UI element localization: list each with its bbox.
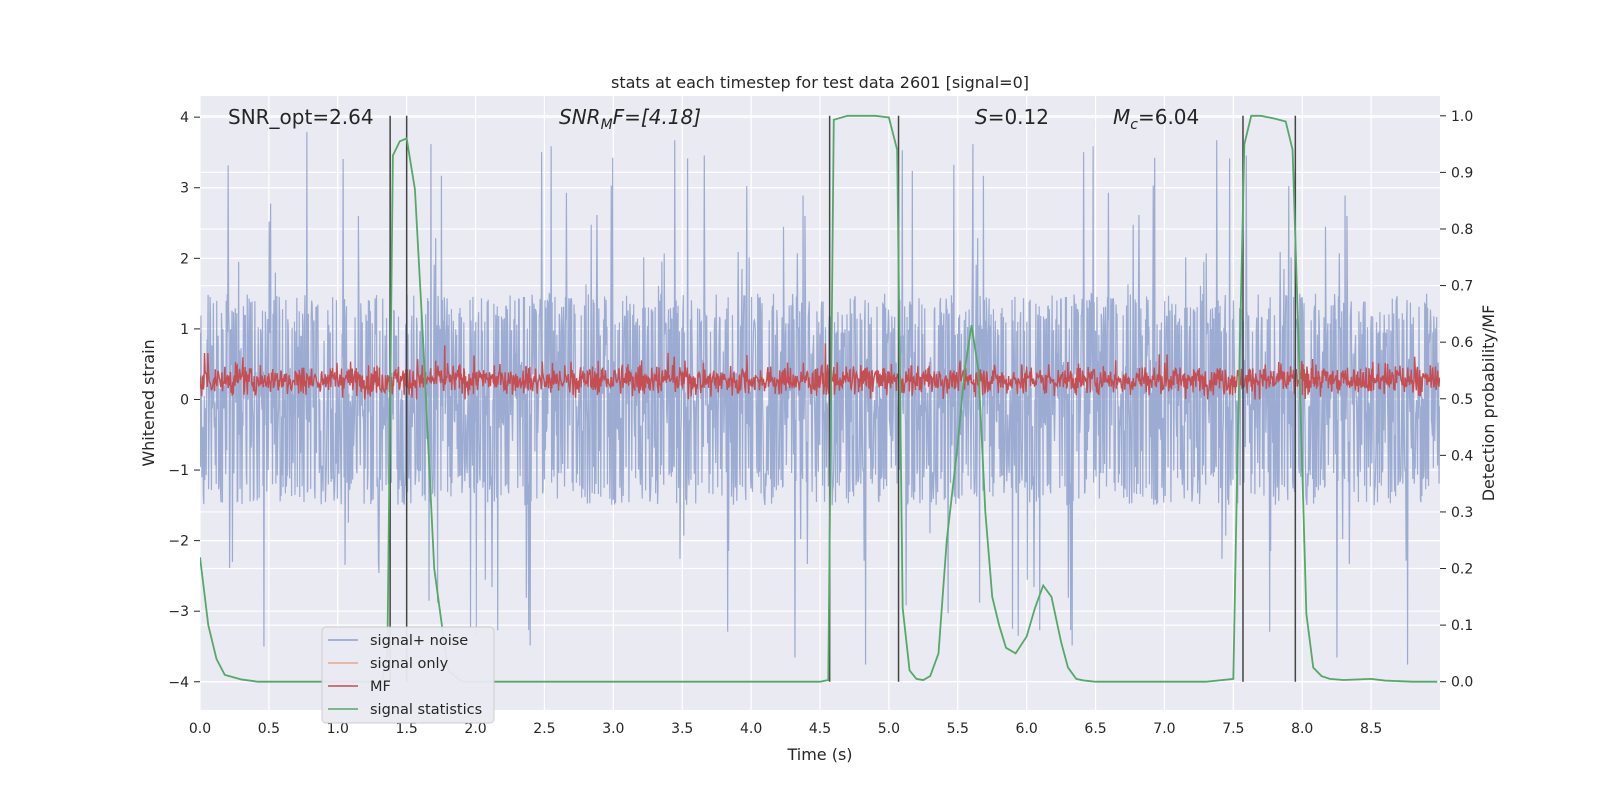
- y-left-tick-label: 0: [180, 392, 189, 408]
- y-right-tick-label: 1.0: [1451, 109, 1473, 125]
- x-tick-label: 1.5: [396, 721, 418, 737]
- y-axis-label-right: Detection probability/MF: [1479, 305, 1498, 502]
- y-right-tick-label: 0.4: [1451, 448, 1473, 464]
- legend: signal+ noise signal only MF signal stat…: [321, 626, 495, 724]
- y-right-tick-label: 0.0: [1451, 675, 1473, 691]
- x-tick-label: 4.0: [740, 721, 762, 737]
- annotation-snr-mf-rest: F=[4.18]: [613, 105, 701, 129]
- x-tick-label: 2.0: [464, 721, 486, 737]
- y-right-tick-label: 0.6: [1451, 335, 1473, 351]
- y-left-tick-label: 1: [180, 322, 189, 338]
- x-tick-label: 3.5: [671, 721, 693, 737]
- y-right-tick-label: 0.3: [1451, 505, 1473, 521]
- annotation-mc-main: M: [1113, 105, 1130, 129]
- legend-label-signal-only: signal only: [370, 656, 449, 672]
- legend-label-mf: MF: [370, 679, 391, 695]
- ticks: 0.0 0.5 1.0 1.5 2.0 2.5 3.0 3.5 4.0 4.5 5.0 5.5 6.0 6…: [168, 109, 1473, 737]
- y-left-tick-label: 4: [180, 110, 189, 126]
- annotation-snr-mf: SNRMF=[4.18]: [559, 105, 701, 133]
- y-right-tick-label: 0.2: [1451, 562, 1473, 578]
- x-tick-label: 0.5: [258, 721, 280, 737]
- y-right-tick-label: 0.7: [1451, 279, 1473, 295]
- x-tick-label: 2.5: [533, 721, 555, 737]
- x-tick-label: 7.0: [1153, 721, 1175, 737]
- x-tick-label: 6.0: [1016, 721, 1038, 737]
- chart-title: stats at each timestep for test data 260…: [611, 73, 1029, 92]
- x-tick-label: 1.0: [327, 721, 349, 737]
- y-left-tick-label: −2: [168, 534, 189, 550]
- x-tick-label: 6.5: [1084, 721, 1106, 737]
- annotation-snr-mf-sub: M: [601, 117, 613, 133]
- y-right-tick-label: 0.5: [1451, 392, 1473, 408]
- x-tick-label: 5.5: [947, 721, 969, 737]
- y-left-tick-label: −1: [168, 463, 189, 479]
- y-left-tick-label: −4: [168, 675, 189, 691]
- annotation-s-rest: =0.12: [988, 105, 1049, 129]
- y-right-tick-label: 0.9: [1451, 165, 1473, 181]
- x-tick-label: 7.5: [1222, 721, 1244, 737]
- y-right-tick-label: 0.8: [1451, 222, 1473, 238]
- y-right-tick-label: 0.1: [1451, 618, 1473, 634]
- y-left-tick-label: 2: [180, 251, 189, 267]
- annotation-mc: Mc=6.04: [1113, 105, 1199, 133]
- x-tick-label: 8.5: [1360, 721, 1382, 737]
- series-layer: [200, 114, 1440, 683]
- y-left-tick-label: 3: [180, 181, 189, 197]
- y-axis-label-left: Whitened strain: [139, 339, 158, 466]
- x-tick-label: 8.0: [1291, 721, 1313, 737]
- x-tick-label: 3.0: [602, 721, 624, 737]
- annotation-snr-mf-main: SNR: [559, 105, 601, 129]
- x-tick-label: 4.5: [809, 721, 831, 737]
- x-tick-label: 5.0: [878, 721, 900, 737]
- annotation-s-main: S: [975, 105, 988, 129]
- legend-label-signal-noise: signal+ noise: [370, 633, 468, 649]
- x-axis-label: Time (s): [786, 745, 852, 764]
- legend-box: [321, 626, 495, 724]
- annotation-s: S=0.12: [975, 105, 1049, 129]
- annotation-snr-opt: SNR_opt=2.64: [228, 105, 374, 129]
- annotation-mc-sub: c: [1130, 117, 1138, 133]
- x-tick-label: 0.0: [189, 721, 211, 737]
- legend-label-signal-statistics: signal statistics: [370, 702, 482, 718]
- annotation-mc-rest: =6.04: [1138, 105, 1199, 129]
- y-left-tick-label: −3: [168, 604, 189, 620]
- series-signal-statistics: [200, 114, 1438, 683]
